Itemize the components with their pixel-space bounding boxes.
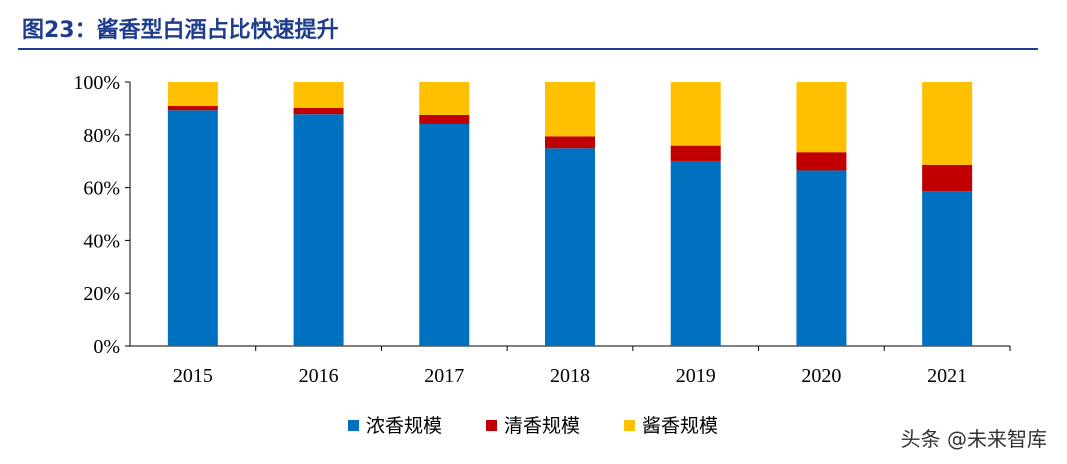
y-tick-label: 80% xyxy=(83,125,120,147)
y-tick-label: 60% xyxy=(83,178,120,200)
y-tick-label: 100% xyxy=(73,72,120,94)
x-tick-label: 2017 xyxy=(424,365,464,387)
y-tick-label: 40% xyxy=(83,230,120,252)
legend-label-2: 酱香规模 xyxy=(642,415,718,437)
bar-2015-series-1 xyxy=(167,106,218,111)
x-tick-label: 2021 xyxy=(927,365,967,387)
bar-2019-series-0 xyxy=(670,160,721,346)
bar-2018-series-1 xyxy=(545,136,595,149)
bar-2015-series-2 xyxy=(167,82,218,107)
bar-2017-series-1 xyxy=(419,115,470,124)
y-tick-label: 20% xyxy=(83,283,120,305)
legend-label-0: 浓香规模 xyxy=(366,415,442,437)
bar-2021-series-1 xyxy=(922,164,973,192)
bar-2019-series-1 xyxy=(670,145,721,161)
bar-2020-series-1 xyxy=(796,152,847,171)
bar-2020-series-2 xyxy=(796,82,847,153)
bar-2018-series-0 xyxy=(545,148,595,346)
legend-swatch-1 xyxy=(486,420,497,431)
bar-2017-series-2 xyxy=(419,82,470,115)
x-tick-label: 2015 xyxy=(173,365,213,387)
y-tick-label: 0% xyxy=(93,336,120,358)
bar-2020-series-0 xyxy=(796,170,847,346)
legend-swatch-0 xyxy=(348,420,359,431)
bar-2015-series-0 xyxy=(167,110,218,346)
x-tick-label: 2018 xyxy=(550,365,590,387)
bar-2017-series-0 xyxy=(419,123,470,346)
chart-title: 图23：酱香型白酒占比快速提升 xyxy=(22,18,339,43)
x-tick-label: 2020 xyxy=(801,365,841,387)
title-divider xyxy=(18,48,1038,50)
x-tick-label: 2019 xyxy=(676,365,716,387)
legend-swatch-2 xyxy=(624,420,635,431)
bar-2016-series-1 xyxy=(293,107,344,115)
watermark: 头条 @未来智库 xyxy=(900,427,1047,451)
bar-2019-series-2 xyxy=(670,82,721,146)
legend-label-1: 清香规模 xyxy=(504,415,580,437)
bar-2021-series-0 xyxy=(922,191,973,346)
bar-2016-series-0 xyxy=(293,114,344,346)
x-tick-label: 2016 xyxy=(299,365,339,387)
bar-2021-series-2 xyxy=(922,82,973,165)
bar-2016-series-2 xyxy=(293,82,344,108)
bar-2018-series-2 xyxy=(545,82,595,137)
